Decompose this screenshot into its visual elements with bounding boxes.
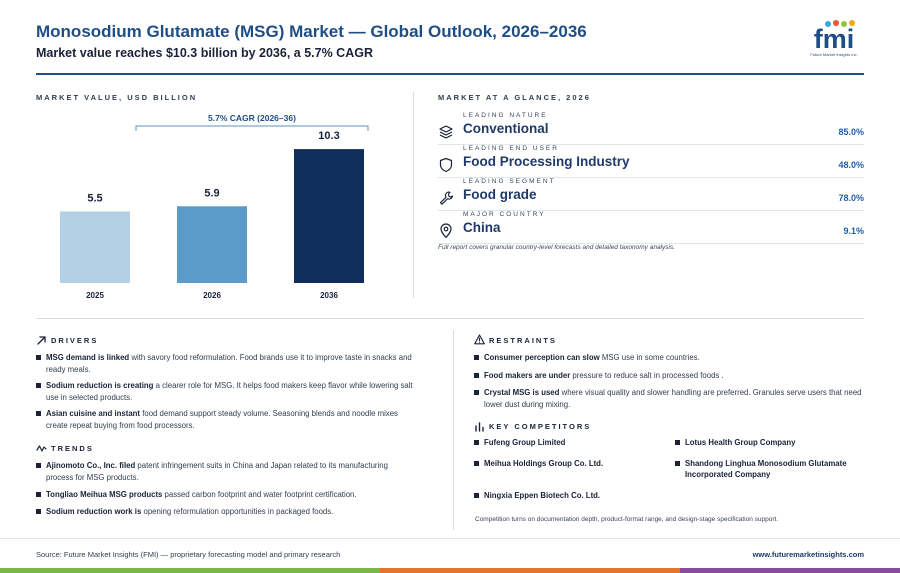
source-note: Source: Future Market Insights (FMI) — p… [36, 550, 341, 559]
layers-icon [439, 125, 453, 139]
restraint-item: Food makers are under pressure to reduce… [474, 370, 864, 382]
glance-percent: 48.0% [838, 160, 864, 170]
page-title: Monosodium Glutamate (MSG) Market — Glob… [36, 22, 587, 41]
restraint-item: Consumer perception can slow MSG use in … [474, 352, 864, 364]
competitor-item: Shandong Linghua Monosodium Glutamate In… [675, 458, 865, 480]
warning-icon [474, 334, 485, 345]
location-pin-icon [440, 223, 452, 239]
trend-item: Ajinomoto Co., Inc. filed patent infring… [36, 460, 414, 484]
x-tick-label: 2025 [86, 291, 104, 300]
glance-value: China [463, 220, 501, 235]
bar-value-label: 5.5 [87, 193, 102, 205]
glance-note: Full report covers granular country-leve… [438, 244, 676, 251]
trend-line-icon [36, 445, 47, 452]
bar-chart-icon [475, 422, 484, 432]
footer-rule [0, 538, 900, 539]
bar-2026 [177, 206, 247, 283]
logo-text: fmi [814, 24, 855, 54]
driver-item: Sodium reduction is creating a clearer r… [36, 381, 413, 402]
competitor-item: Lotus Health Group Company [675, 437, 865, 448]
logo-tagline: Future Market Insights Inc. [810, 52, 857, 57]
bar-value-label: 10.3 [318, 130, 339, 142]
x-tick-label: 2026 [203, 291, 221, 300]
glance-row-segment: LEADING SEGMENT Food grade 78.0% [438, 178, 864, 211]
glance-value: Conventional [463, 121, 549, 136]
restraint-item: Crystal MSG is used where visual quality… [474, 387, 864, 411]
glance-kicker: MAJOR COUNTRY [463, 211, 546, 218]
vertical-divider [453, 330, 454, 530]
fmi-logo: fmi Future Market Insights Inc. [810, 20, 858, 57]
glance-row-country: MAJOR COUNTRY China 9.1% [438, 211, 864, 244]
competitors-note: Competition turns on documentation depth… [475, 516, 779, 523]
bar-2025 [60, 211, 130, 283]
glance-kicker: LEADING END USER [463, 145, 559, 152]
glance-percent: 78.0% [838, 193, 864, 203]
glance-row-end-user: LEADING END USER Food Processing Industr… [438, 145, 864, 178]
footer-stripe-orange [380, 568, 680, 573]
footer-stripe-purple [680, 568, 900, 573]
competitor-item: Ningxia Eppen Biotech Co. Ltd. [474, 490, 664, 501]
website-link[interactable]: www.futuremarketinsights.com [752, 550, 864, 559]
glance-percent: 9.1% [843, 226, 864, 236]
cagr-bracket [135, 125, 369, 131]
glance-kicker: LEADING NATURE [463, 112, 548, 119]
shield-icon [439, 157, 453, 173]
footer-stripe-green [0, 568, 380, 573]
wrench-icon [439, 191, 454, 205]
glance-section-label: MARKET AT A GLANCE, 2026 [438, 93, 591, 102]
page-subtitle: Market value reaches $10.3 billion by 20… [36, 46, 373, 60]
vertical-divider [413, 92, 414, 298]
x-tick-label: 2036 [320, 291, 338, 300]
trends-heading: TRENDS [51, 444, 94, 453]
bar-2036 [294, 149, 364, 283]
glance-kicker: LEADING SEGMENT [463, 178, 556, 185]
chart-section-label: MARKET VALUE, USD BILLION [36, 93, 198, 102]
section-divider [36, 318, 864, 319]
competitor-item: Fufeng Group Limited [474, 437, 664, 448]
arrow-up-right-icon [37, 336, 46, 345]
glance-percent: 85.0% [838, 127, 864, 137]
trend-item: Sodium reduction work is opening reformu… [36, 506, 414, 518]
driver-item: MSG demand is linked with savory food re… [36, 352, 414, 376]
trend-item: Tongliao Meihua MSG products passed carb… [36, 489, 414, 501]
competitor-item: Meihua Holdings Group Co. Ltd. [474, 458, 664, 469]
cagr-annotation: 5.7% CAGR (2026–36) [208, 113, 296, 123]
header-rule [36, 73, 864, 75]
glance-row-nature: LEADING NATURE Conventional 85.0% [438, 112, 864, 145]
glance-value: Food Processing Industry [463, 154, 630, 169]
market-value-bar-chart: 5.5 2025 5.9 2026 10.3 2036 5.7% CAGR (2026–36… [60, 113, 369, 300]
driver-item: Asian cuisine and instant food demand su… [36, 408, 414, 432]
bar-value-label: 5.9 [204, 187, 219, 199]
restraints-heading: RESTRAINTS [489, 336, 557, 345]
drivers-heading: DRIVERS [51, 336, 99, 345]
glance-value: Food grade [463, 187, 537, 202]
competitors-heading: KEY COMPETITORS [489, 422, 592, 431]
